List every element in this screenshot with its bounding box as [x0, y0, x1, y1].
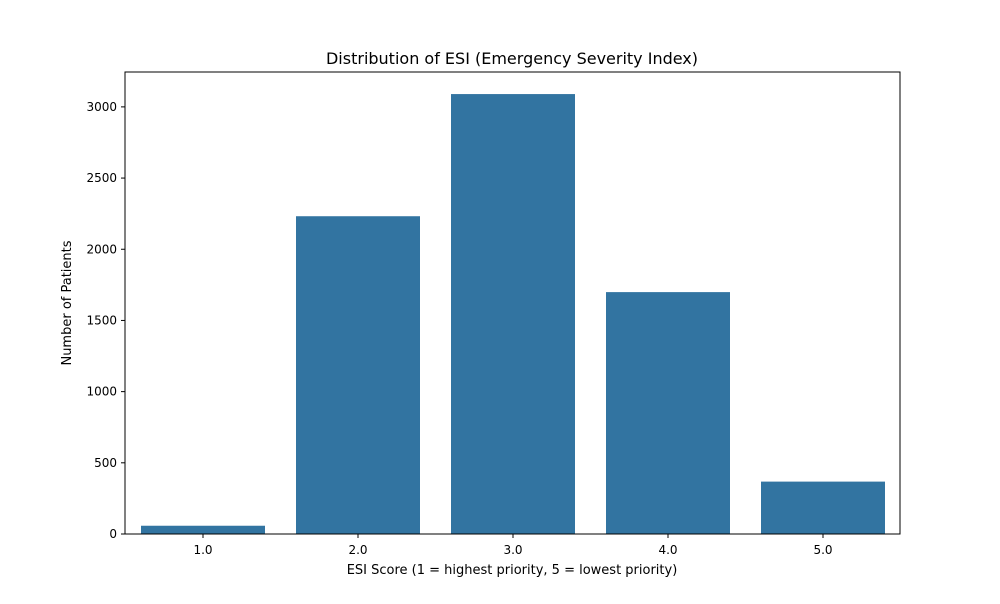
y-tick-label: 1000 — [86, 385, 117, 399]
y-tick-label: 0 — [109, 527, 117, 541]
x-axis-label: ESI Score (1 = highest priority, 5 = low… — [347, 563, 678, 578]
y-tick-label: 2000 — [86, 242, 117, 256]
x-tick-label: 4.0 — [658, 543, 677, 557]
y-tick-label: 1500 — [86, 313, 117, 327]
bar-3.0 — [451, 94, 575, 534]
x-tick-label: 2.0 — [348, 543, 367, 557]
bars-group — [141, 94, 885, 534]
y-axis-ticks: 0 500 1000 1500 2000 2500 3000 — [86, 100, 125, 541]
x-tick-label: 5.0 — [813, 543, 832, 557]
plot-frame — [124, 71, 901, 535]
x-axis-ticks: 1.0 2.0 3.0 4.0 5.0 — [193, 534, 833, 557]
x-tick-label: 3.0 — [503, 543, 522, 557]
bar-4.0 — [606, 292, 730, 534]
chart-title: Distribution of ESI (Emergency Severity … — [326, 49, 698, 68]
y-tick-label: 2500 — [86, 171, 117, 185]
bar-1.0 — [141, 525, 265, 534]
y-axis-label: Number of Patients — [60, 240, 75, 365]
y-tick-label: 500 — [94, 456, 117, 470]
bar-5.0 — [761, 481, 885, 534]
bar-2.0 — [296, 216, 420, 534]
y-tick-label: 3000 — [86, 100, 117, 114]
x-tick-label: 1.0 — [193, 543, 212, 557]
